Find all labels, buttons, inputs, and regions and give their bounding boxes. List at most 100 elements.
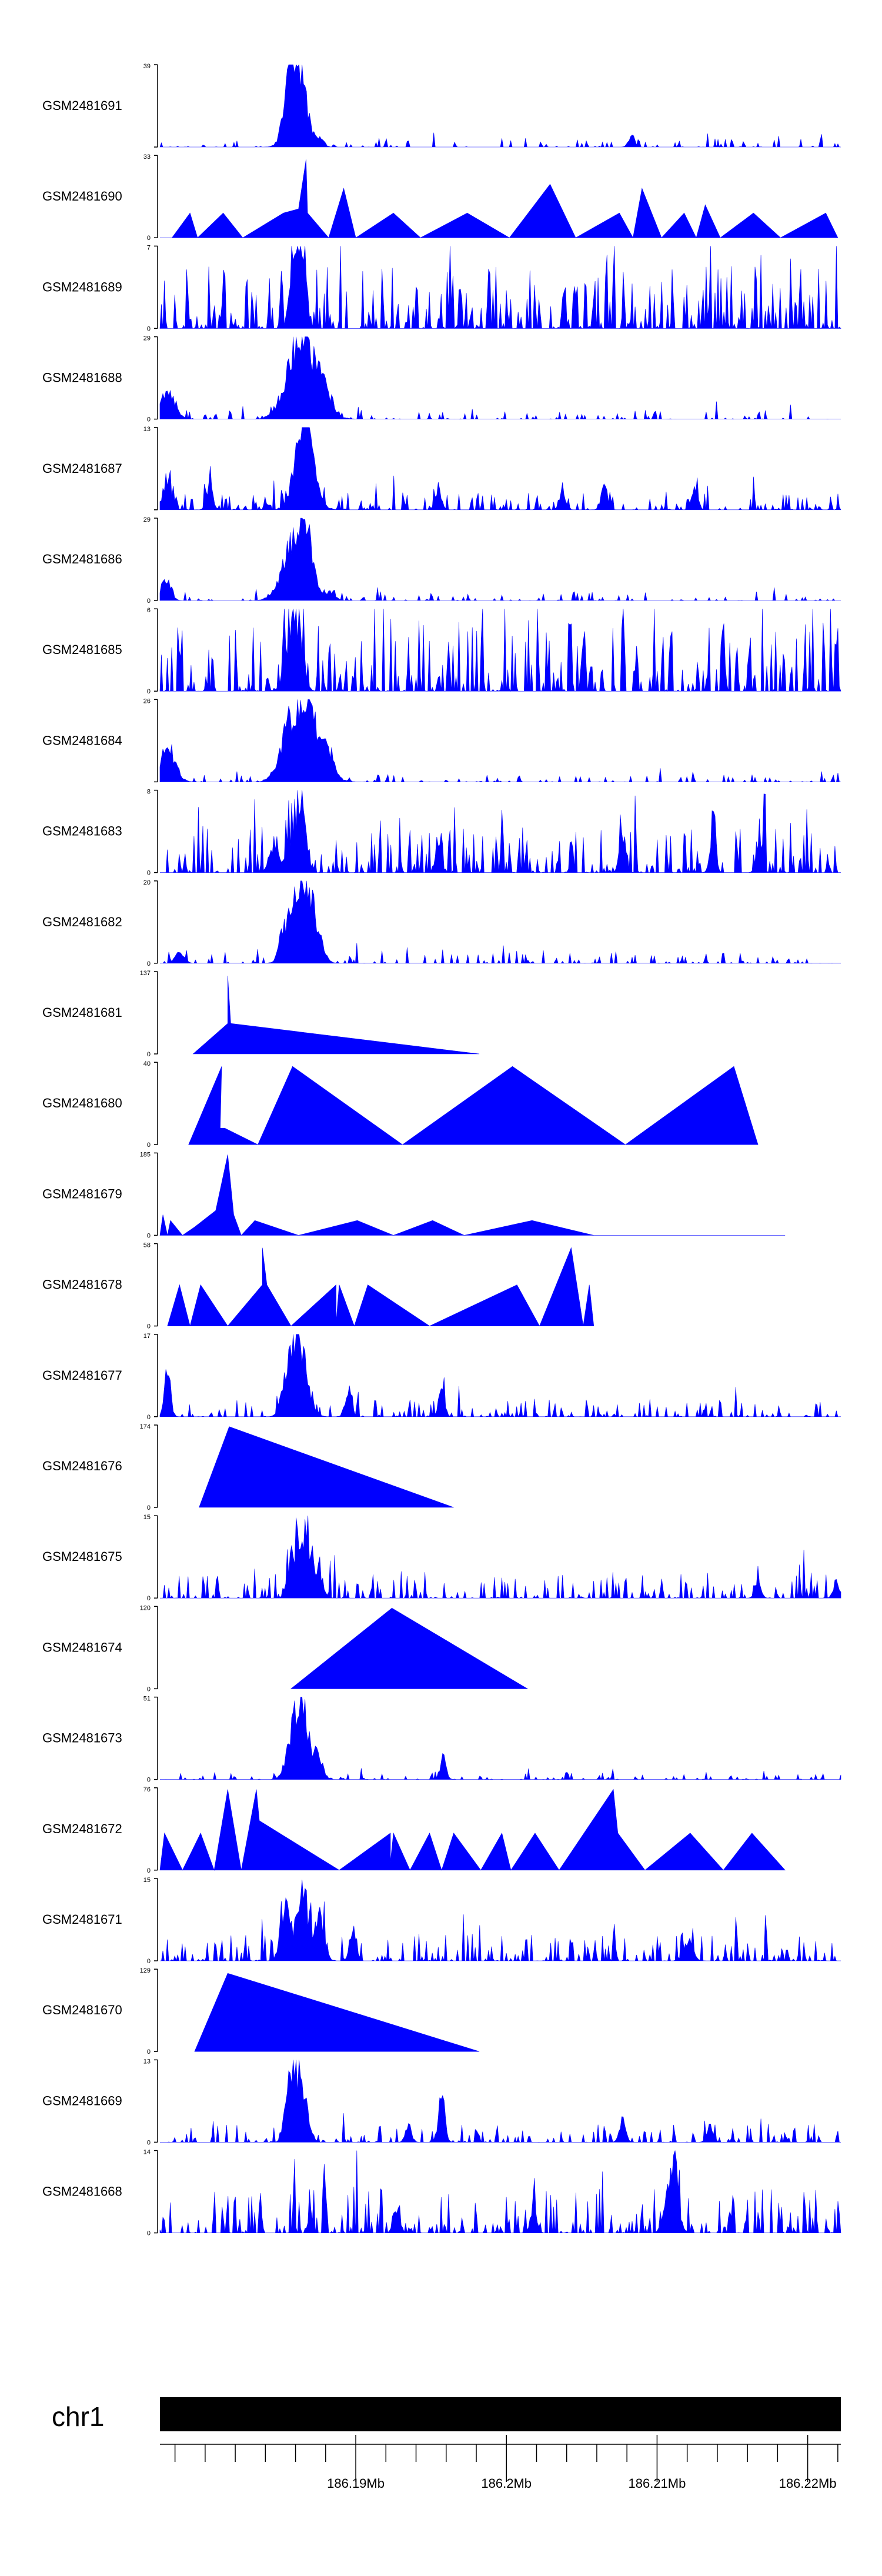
y-max-label: 33	[143, 154, 151, 161]
track-label: GSM2481671	[42, 1912, 122, 1927]
track-label: GSM2481678	[42, 1277, 122, 1292]
track-label: GSM2481669	[42, 2093, 122, 2108]
track-signal	[160, 880, 841, 964]
track-signal	[160, 1880, 841, 1962]
y-max-label: 6	[147, 607, 151, 614]
y-max-label: 17	[143, 1333, 151, 1340]
chromosome-label: chr1	[52, 2401, 104, 2432]
y-min-label: 0	[147, 1686, 151, 1693]
track-label: GSM2481676	[42, 1459, 122, 1473]
track-label: GSM2481685	[42, 642, 122, 657]
y-max-label: 129	[140, 1967, 151, 1974]
x-tick-label: 186.22Mb	[779, 2476, 837, 2491]
track-signal	[160, 159, 838, 239]
y-max-label: 14	[143, 2149, 151, 2156]
y-max-label: 15	[143, 1877, 151, 1884]
track-signal	[159, 2150, 841, 2234]
track-label: GSM2481675	[42, 1549, 122, 1564]
y-max-label: 120	[140, 1604, 151, 1611]
y-max-label: 13	[143, 426, 151, 433]
y-min-label: 0	[147, 870, 151, 877]
y-min-label: 0	[147, 2230, 151, 2237]
chromosome-bar	[160, 2397, 841, 2431]
y-max-label: 13	[143, 2058, 151, 2065]
track-label: GSM2481681	[42, 1005, 122, 1020]
track-signal	[159, 64, 841, 148]
track-label: GSM2481686	[42, 552, 122, 566]
y-max-label: 7	[147, 244, 151, 251]
y-min-label: 0	[147, 1504, 151, 1511]
y-min-label: 0	[147, 960, 151, 967]
track-label: GSM2481679	[42, 1186, 122, 1201]
y-min-label: 0	[147, 2048, 151, 2056]
y-max-label: 39	[143, 63, 151, 70]
y-max-label: 15	[143, 1514, 151, 1521]
y-min-label: 0	[147, 1232, 151, 1239]
track-signal	[160, 2060, 841, 2143]
track-signal	[290, 1607, 529, 1689]
y-max-label: 26	[143, 698, 151, 705]
y-max-label: 51	[143, 1696, 151, 1703]
y-min-label: 0	[147, 325, 151, 332]
track-signal	[188, 1066, 759, 1145]
track-label: GSM2481683	[42, 824, 122, 839]
y-min-label: 0	[147, 416, 151, 423]
y-min-label: 0	[147, 235, 151, 242]
y-max-label: 40	[143, 1060, 151, 1067]
y-min-label: 0	[147, 1595, 151, 1602]
track-label: GSM2481670	[42, 2003, 122, 2017]
track-signal	[199, 1426, 454, 1508]
y-min-label: 0	[147, 1051, 151, 1058]
track-signal	[194, 1973, 480, 2052]
track-label: GSM2481690	[42, 189, 122, 203]
y-min-label: 0	[147, 1777, 151, 1784]
track-signal	[159, 699, 841, 783]
track-signal	[159, 1788, 786, 1871]
y-min-label: 0	[147, 598, 151, 605]
y-min-label: 0	[147, 2139, 151, 2146]
track-signal	[160, 1516, 841, 1599]
track-signal	[159, 1334, 841, 1417]
track-label: GSM2481689	[42, 279, 122, 294]
track-signal	[159, 518, 841, 601]
track-label: GSM2481680	[42, 1096, 122, 1110]
track-signal	[192, 975, 480, 1055]
track-label: GSM2481672	[42, 1821, 122, 1836]
y-max-label: 20	[143, 879, 151, 886]
track-label: GSM2481682	[42, 915, 122, 929]
track-label: GSM2481668	[42, 2184, 122, 2199]
y-min-label: 0	[147, 1867, 151, 1874]
x-tick-label: 186.2Mb	[481, 2476, 532, 2491]
y-min-label: 0	[147, 1414, 151, 1421]
track-label: GSM2481688	[42, 371, 122, 385]
y-max-label: 8	[147, 789, 151, 796]
y-max-label: 76	[143, 1786, 151, 1793]
y-max-label: 29	[143, 335, 151, 342]
y-min-label: 0	[147, 1958, 151, 1965]
track-signal	[159, 1154, 786, 1236]
track-signal	[160, 790, 841, 873]
y-min-label: 0	[147, 688, 151, 695]
y-max-label: 58	[143, 1242, 151, 1249]
y-max-label: 29	[143, 516, 151, 523]
y-min-label: 0	[147, 1323, 151, 1330]
y-max-label: 174	[140, 1423, 151, 1430]
track-signal	[159, 246, 841, 329]
x-tick-label: 186.19Mb	[327, 2476, 385, 2491]
track-signal	[159, 609, 841, 692]
y-max-label: 185	[140, 1151, 151, 1158]
track-label: GSM2481673	[42, 1731, 122, 1746]
track-label: GSM2481684	[42, 733, 122, 748]
track-label: GSM2481691	[42, 98, 122, 113]
track-label: GSM2481674	[42, 1640, 122, 1654]
y-max-label: 137	[140, 970, 151, 977]
track-label: GSM2481677	[42, 1368, 122, 1383]
x-tick-label: 186.21Mb	[629, 2476, 686, 2491]
y-min-label: 0	[147, 1142, 151, 1149]
track-signal	[159, 336, 841, 420]
track-label: GSM2481687	[42, 461, 122, 476]
track-signal	[159, 427, 841, 510]
track-signal	[167, 1247, 594, 1327]
track-signal	[160, 1697, 841, 1780]
